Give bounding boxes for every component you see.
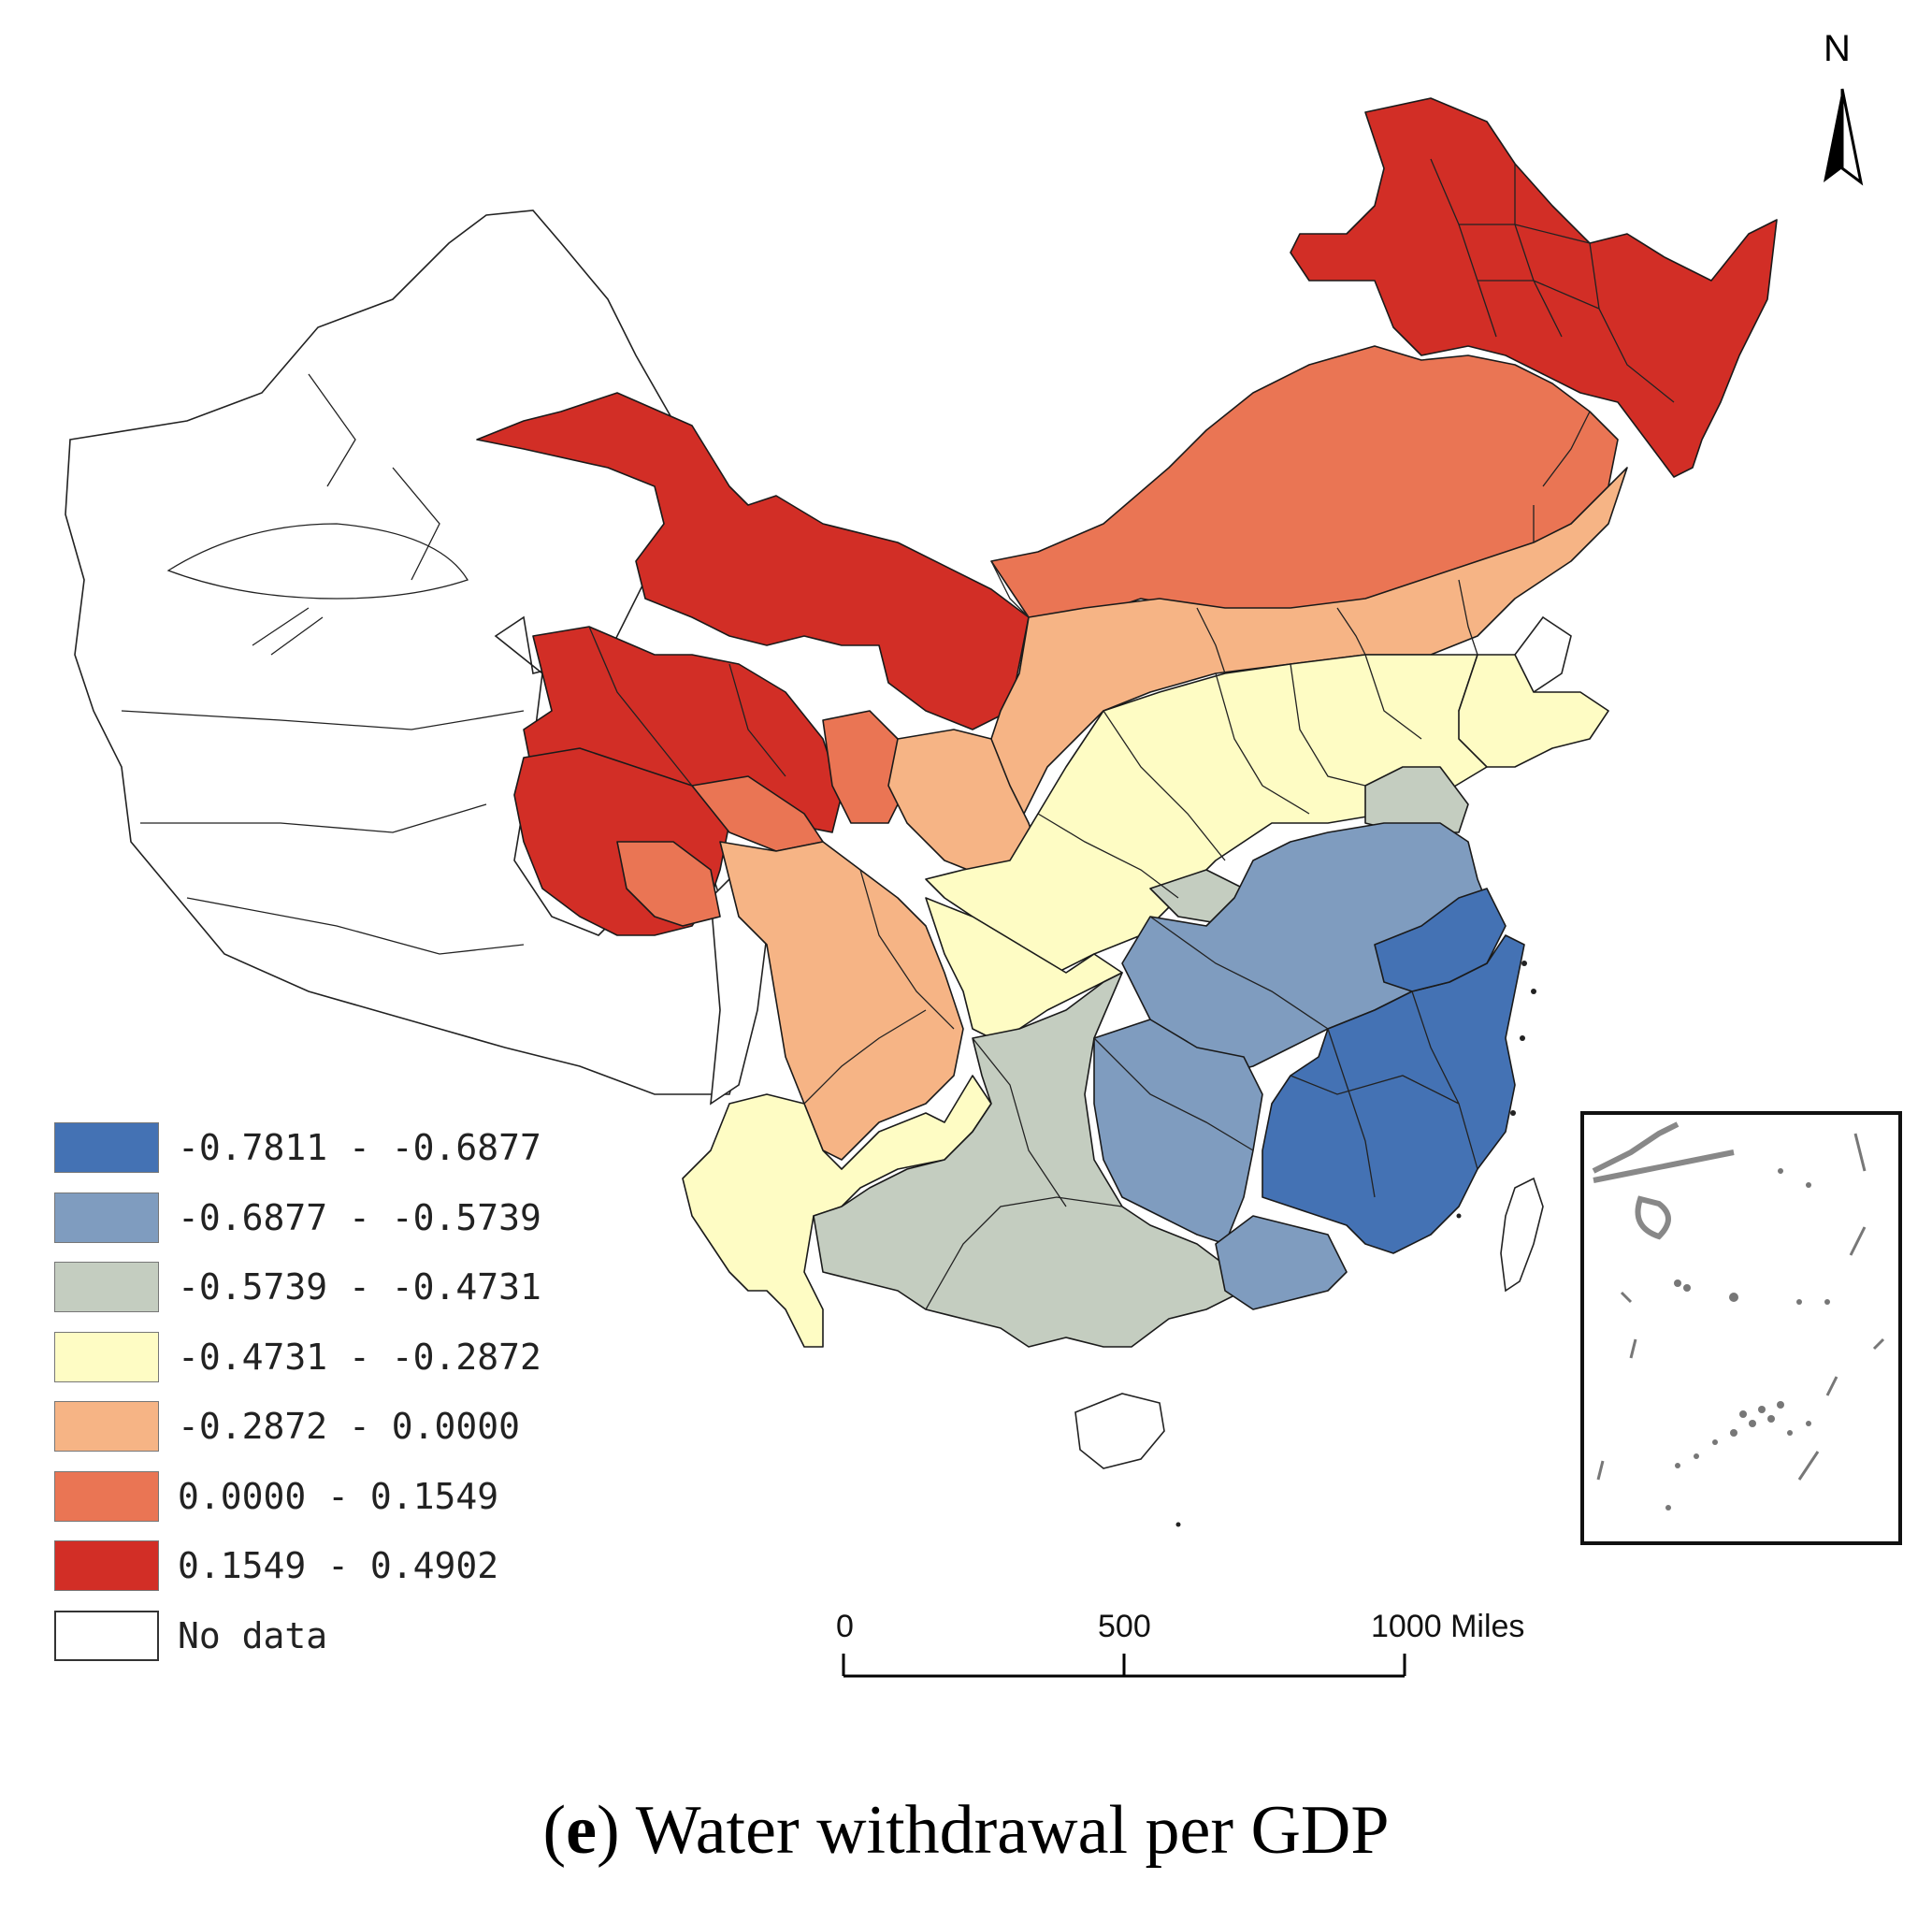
inner-boundaries-west: [121, 373, 525, 955]
figure-caption: (e) Water withdrawal per GDP: [542, 1792, 1390, 1869]
scale-tick-500: 500: [1098, 1609, 1151, 1644]
legend-item: -0.7811 - -0.6877: [54, 1113, 578, 1183]
region-shandong-yellow: [1458, 654, 1609, 768]
scale-tick-0: 0: [836, 1609, 854, 1644]
south-china-sea-inset: [1580, 1111, 1902, 1545]
legend-swatch: [54, 1122, 159, 1174]
legend-label: No data: [178, 1614, 328, 1656]
hainan-nodata: [1074, 1393, 1165, 1469]
tarim-outline: [166, 523, 469, 600]
region-central-yellow: [925, 654, 1516, 974]
north-label: N: [1824, 28, 1851, 69]
region-inner-mongolia-orange: [990, 345, 1619, 646]
region-jiangsu-blue: [1374, 888, 1507, 992]
region-northwest-red: [476, 392, 1030, 730]
scale-tick-1000: 1000 Miles: [1371, 1609, 1525, 1644]
legend-label: -0.2872 - 0.0000: [178, 1406, 521, 1448]
legend-swatch: [54, 1540, 159, 1592]
coastal-islands: [1175, 961, 1536, 1527]
legend-label: 0.1549 - 0.4902: [178, 1545, 499, 1587]
legend: -0.7811 - -0.6877 -0.6877 - -0.5739 -0.5…: [54, 1113, 578, 1670]
region-sichuan-light-orange: [719, 841, 964, 1161]
inset-map: [1592, 1121, 1885, 1510]
region-tibet-east-orange: [616, 841, 721, 927]
legend-label: 0.0000 - 0.1549: [178, 1475, 499, 1517]
inner-boundaries-south: [925, 916, 1478, 1310]
region-hubei-yellow: [925, 897, 1123, 1039]
legend-item: No data: [54, 1601, 578, 1671]
region-south-grey: [813, 972, 1245, 1348]
legend-swatch: [54, 1401, 159, 1453]
inner-boundaries-mid: [588, 411, 1591, 1105]
north-arrow-icon: [1824, 88, 1864, 186]
legend-label: -0.5739 - -0.4731: [178, 1266, 541, 1308]
legend-item: -0.4731 - -0.2872: [54, 1323, 578, 1393]
scale-bar: [842, 1654, 1406, 1678]
region-northeast-red: [1290, 97, 1778, 478]
legend-swatch: [54, 1331, 159, 1382]
legend-item: -0.5739 - -0.4731: [54, 1252, 578, 1323]
region-guangdong-steelblue: [1215, 1215, 1348, 1310]
caption-text: Water withdrawal per GDP: [635, 1792, 1390, 1869]
legend-swatch: [54, 1610, 159, 1661]
legend-label: -0.4731 - -0.2872: [178, 1336, 541, 1378]
legend-swatch: [54, 1192, 159, 1243]
inner-boundary: [252, 607, 324, 656]
legend-label: -0.6877 - -0.5739: [178, 1196, 541, 1238]
caption-letter: e: [566, 1792, 597, 1869]
taiwan-nodata: [1500, 1177, 1544, 1293]
legend-label: -0.7811 - -0.6877: [178, 1127, 541, 1169]
legend-item: -0.2872 - 0.0000: [54, 1392, 578, 1462]
legend-swatch: [54, 1262, 159, 1313]
inner-boundaries-ne: [1430, 158, 1675, 403]
region-hunan-steelblue: [1093, 1019, 1263, 1245]
legend-swatch: [54, 1470, 159, 1522]
legend-item: -0.6877 - -0.5739: [54, 1183, 578, 1253]
legend-item: 0.1549 - 0.4902: [54, 1531, 578, 1601]
legend-item: 0.0000 - 0.1549: [54, 1462, 578, 1532]
